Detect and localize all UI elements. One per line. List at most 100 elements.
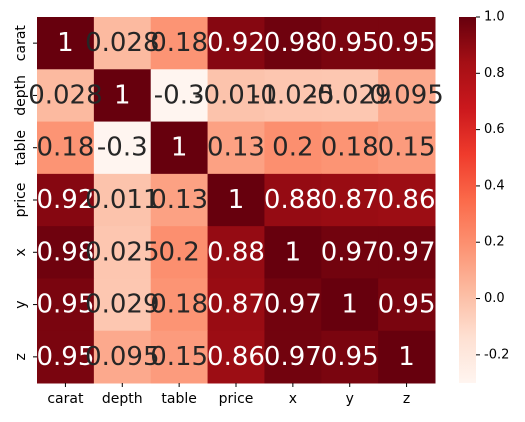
cell-value-label: 0.13	[207, 133, 265, 163]
heatmap-cell	[378, 226, 436, 279]
cell-value-label: 0.028	[85, 28, 159, 58]
cell-value-label: 0.025	[85, 237, 159, 267]
x-tick-label: depth	[102, 391, 143, 407]
heatmap-cell	[264, 278, 322, 332]
heatmap-cell	[321, 278, 379, 332]
heatmap-cell	[321, 330, 379, 384]
cell-value-label: 1	[285, 237, 302, 267]
cell-value-label: 0.88	[264, 185, 322, 215]
cell-value-label: 0.92	[36, 185, 94, 215]
x-tick-label: carat	[47, 391, 84, 407]
cell-value-label: 0.97	[378, 237, 436, 267]
heatmap-cell	[378, 121, 436, 175]
heatmap-cell	[37, 121, 95, 175]
heatmap-cell	[378, 278, 436, 332]
heatmap-cell	[264, 330, 322, 384]
y-tick-label: y	[13, 300, 29, 308]
heatmap-cell	[321, 226, 379, 279]
heatmap-cell	[207, 173, 265, 227]
cell-value-label: 0.15	[150, 342, 208, 372]
heatmap-cell	[207, 226, 265, 279]
cell-value-label: 0.095	[369, 80, 443, 110]
cell-value-label: 1	[114, 80, 131, 110]
heatmap-cell	[150, 226, 209, 279]
cell-value-label: 0.13	[150, 185, 208, 215]
cell-value-label: -0.025	[251, 80, 335, 110]
colorbar-gradient	[459, 17, 476, 383]
cell-value-label: 0.095	[85, 342, 159, 372]
cell-value-label: -0.3	[97, 133, 148, 163]
cell-value-label: 0.97	[321, 237, 379, 267]
heatmap-cell	[37, 173, 95, 227]
x-tick-label: z	[403, 391, 410, 407]
cell-value-label: 1	[57, 28, 74, 58]
cell-value-label: 0.029	[85, 290, 159, 320]
heatmap-cell	[207, 278, 265, 332]
heatmap-cell	[321, 173, 379, 227]
cell-value-label: 0.97	[264, 342, 322, 372]
cell-value-label: 0.97	[264, 290, 322, 320]
cell-value-label: 0.028	[28, 80, 102, 110]
cell-value-label: 0.2	[272, 133, 313, 163]
cell-value-label: 1	[171, 133, 188, 163]
heatmap-cell	[37, 69, 95, 123]
heatmap-cell	[93, 121, 152, 175]
y-tick-label: table	[13, 130, 29, 165]
heatmap-cell	[207, 121, 265, 175]
y-tick-label: x	[13, 248, 29, 256]
x-tick-label: price	[219, 391, 254, 407]
heatmap-cell	[93, 278, 152, 332]
heatmap-cell	[378, 173, 436, 227]
cell-value-label: 0.2	[158, 237, 199, 267]
cell-value-label: -0.011	[194, 80, 278, 110]
heatmap-cell	[207, 17, 265, 70]
colorbar-tick-label: 1.0	[484, 10, 505, 25]
colorbar-tick-label: -0.2	[484, 347, 509, 362]
heatmap-cell	[150, 330, 209, 384]
colorbar: 1.0 0.8 0.6 0.4 0.2 0.0 -0.2	[459, 10, 509, 383]
heatmap-cell	[93, 226, 152, 279]
cell-value-label: 0.95	[378, 28, 436, 58]
cell-value-label: 0.98	[264, 28, 322, 58]
heatmap-cell	[37, 278, 95, 332]
colorbar-tick-label: 0.6	[484, 122, 505, 137]
x-tick-label: x	[289, 391, 297, 407]
heatmap-cell	[93, 17, 152, 70]
x-axis-tick-labels: carat depth table price x y z	[47, 383, 410, 407]
heatmap-cell	[264, 69, 322, 123]
heatmap-cell	[264, 173, 322, 227]
cell-value-label: 1	[228, 185, 245, 215]
heatmap-cell	[264, 121, 322, 175]
cell-value-label: -0.3	[154, 80, 205, 110]
heatmap-cell	[207, 69, 265, 123]
cell-value-label: 0.18	[150, 28, 208, 58]
cell-value-label: 0.98	[36, 237, 94, 267]
heatmap-cell	[264, 17, 322, 70]
heatmap-cell	[93, 69, 152, 123]
y-tick-label: price	[13, 183, 29, 218]
heatmap-cell	[150, 278, 209, 332]
cell-value-label: 0.15	[378, 133, 436, 163]
colorbar-tick-label: 0.2	[484, 235, 505, 250]
heatmap-cell	[321, 69, 379, 123]
cell-value-label: 0.87	[321, 185, 379, 215]
heatmap-cell	[321, 121, 379, 175]
x-tick-label: table	[161, 391, 196, 407]
heatmap-cell	[37, 330, 95, 384]
heatmap-cell	[150, 121, 209, 175]
cell-value-label: 0.92	[207, 28, 265, 58]
y-axis-tick-labels: carat depth table price x y z	[13, 25, 37, 361]
heatmap-cell	[37, 226, 95, 279]
cell-value-label: 1	[341, 290, 358, 320]
y-tick-label: carat	[13, 25, 29, 62]
cell-value-label: 0.88	[207, 237, 265, 267]
cell-value-label: -0.029	[308, 80, 392, 110]
cell-value-label: 1	[398, 342, 415, 372]
heatmap-cell	[150, 69, 209, 123]
cell-value-label: 0.18	[36, 133, 94, 163]
heatmap-cell	[150, 173, 209, 227]
cell-value-label: 0.86	[207, 342, 265, 372]
